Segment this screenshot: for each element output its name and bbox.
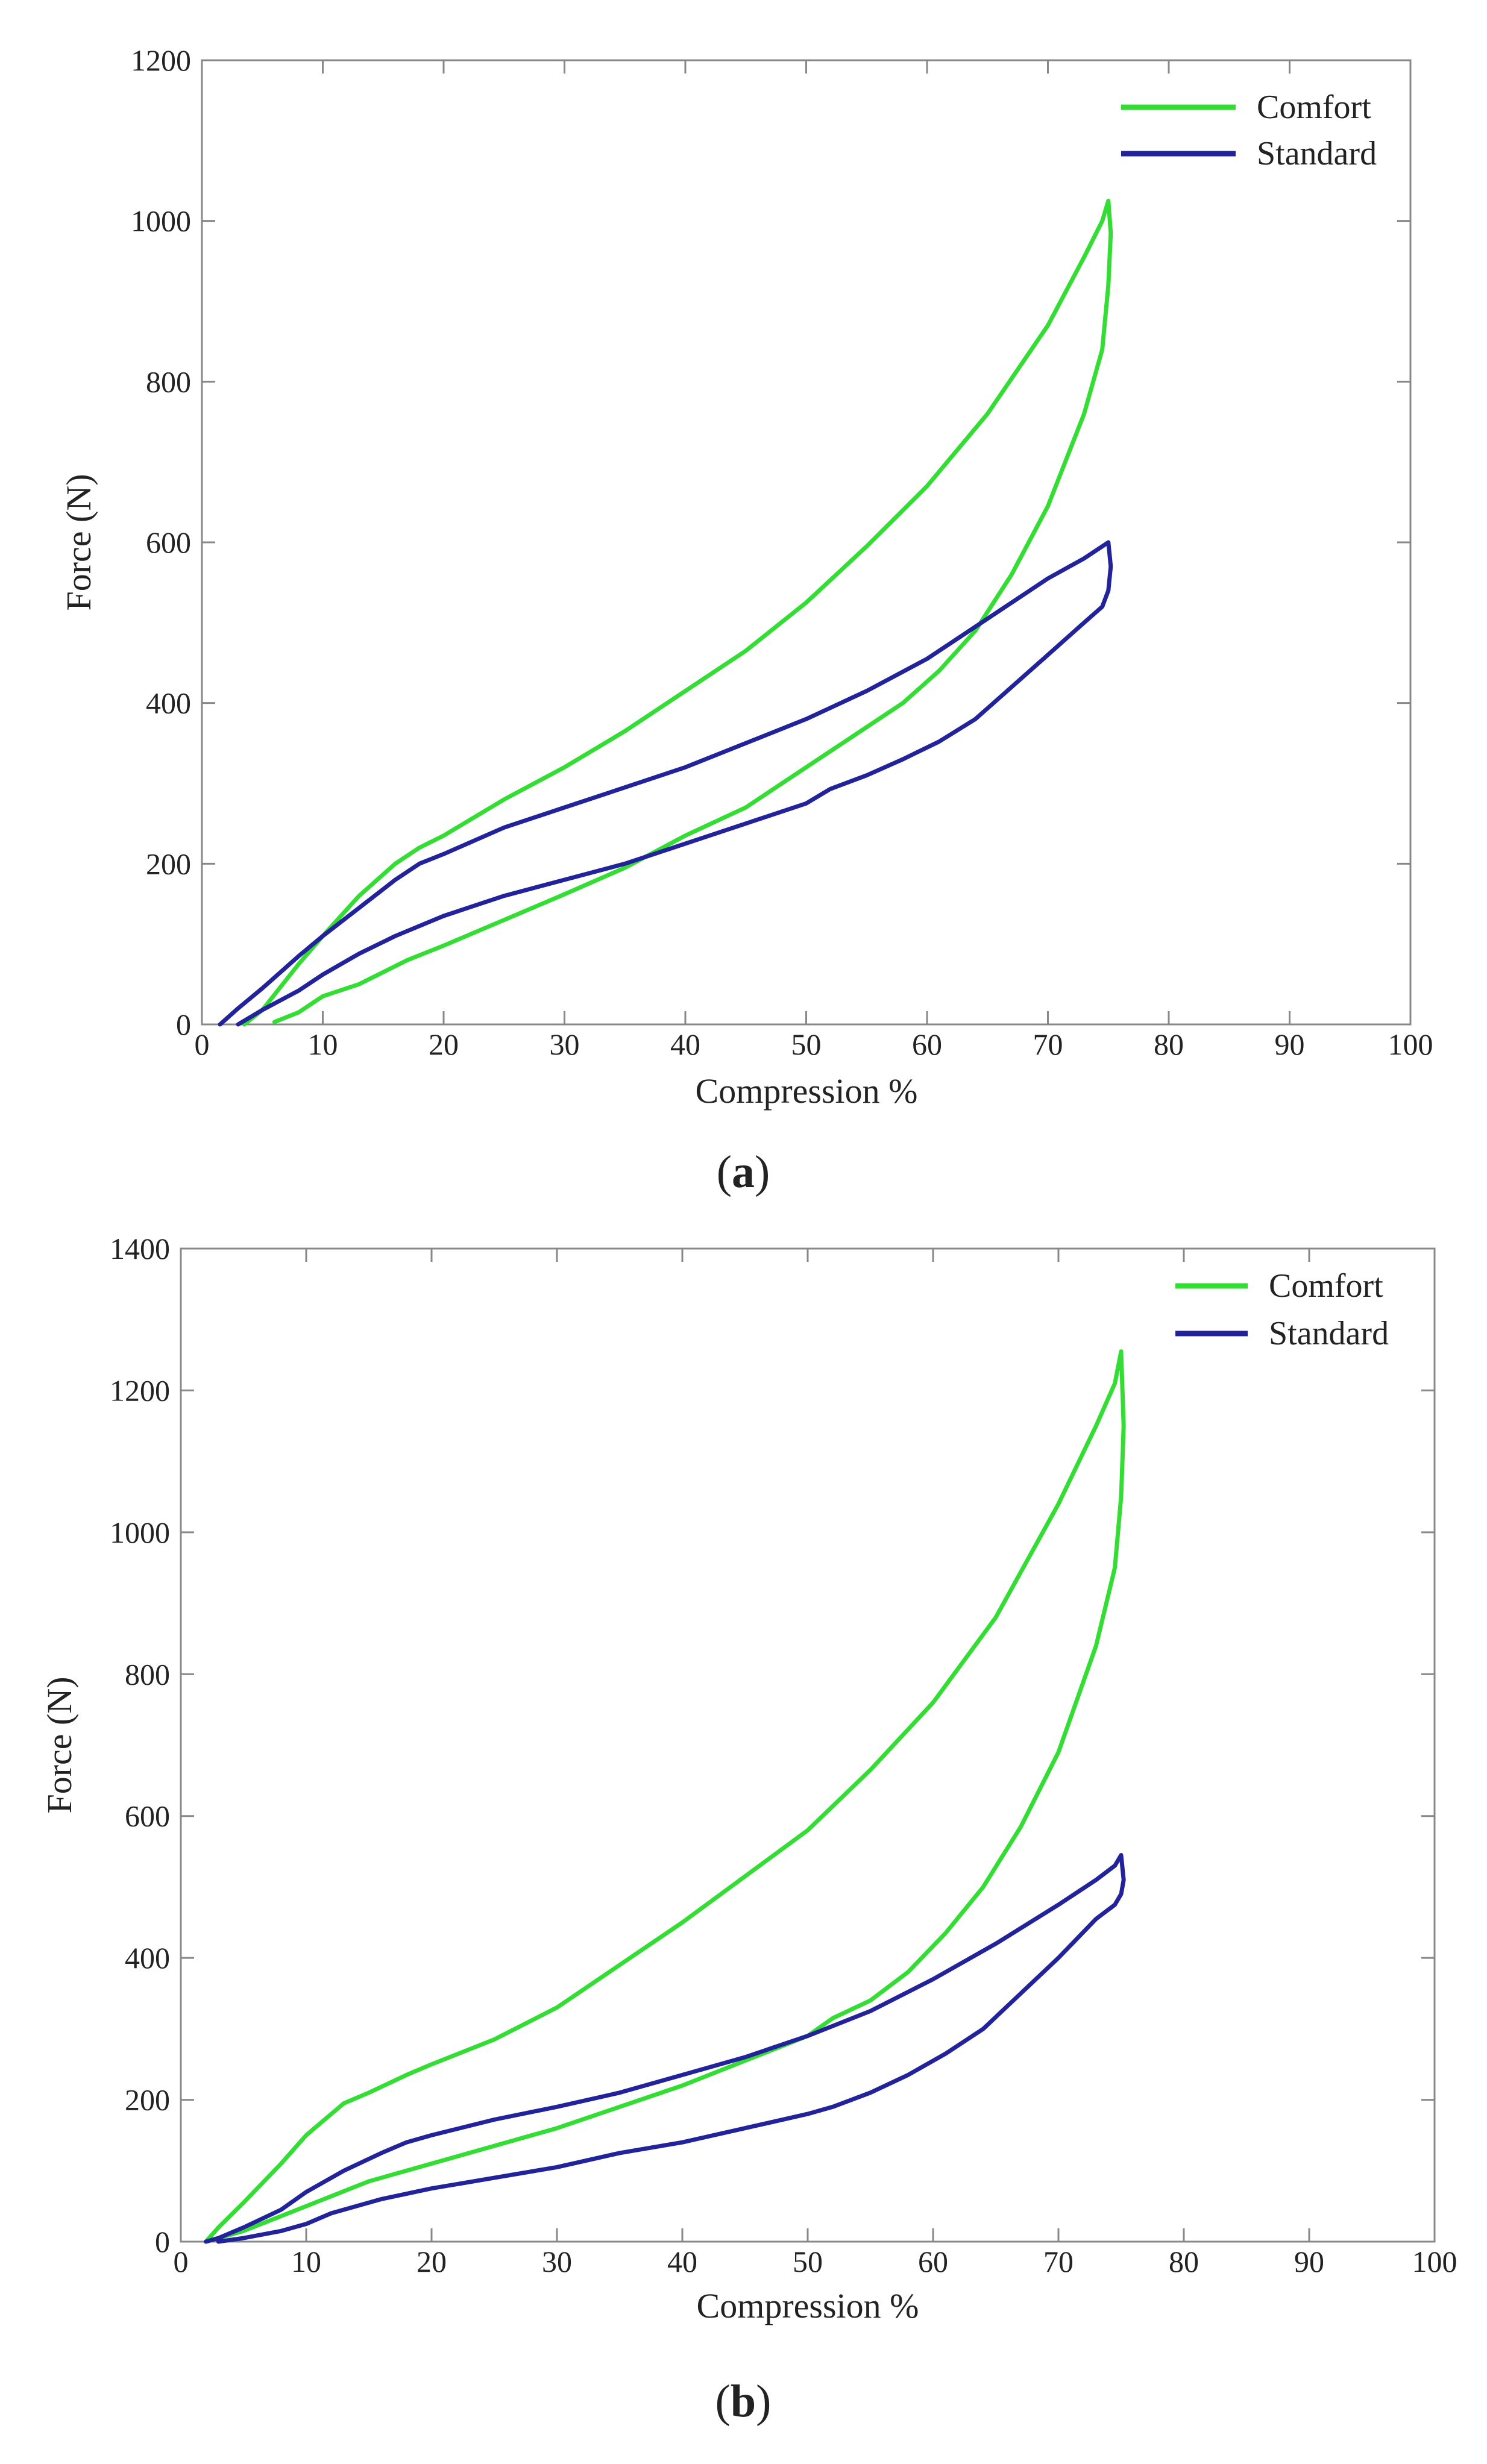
y-tick-labels-b: 0 200 400 600 800 1000 1200 1400 — [110, 1232, 170, 2259]
x-tick-label-b-10: 10 — [291, 2245, 321, 2278]
y-axis-title-b: Force (N) — [40, 1676, 79, 1813]
x-tick-label-b-30: 30 — [542, 2245, 572, 2278]
series-lines-a — [218, 198, 1113, 1027]
x-tick-label-b-100: 100 — [1412, 2245, 1457, 2278]
x-tick-label-b-50: 50 — [793, 2245, 823, 2278]
series-line-standard-b — [204, 1853, 1126, 2244]
tick-marks-b — [180, 1247, 1436, 2243]
x-tick-labels-a: 0 10 20 30 40 50 60 70 80 90 100 — [195, 1027, 1433, 1061]
chart-panel-b: 0 10 20 30 40 50 60 70 80 90 100 0 200 400 600 800 1000… — [40, 1232, 1457, 2427]
x-tick-label-a-40: 40 — [670, 1027, 700, 1061]
legend-a: Comfort Standard — [1121, 89, 1377, 172]
chart-panel-a: 0 10 20 30 40 50 60 70 80 90 100 0 200 400 600 800 1000… — [59, 43, 1433, 1197]
x-tick-labels-b: 0 10 20 30 40 50 60 70 80 90 100 — [174, 2245, 1457, 2278]
x-tick-label-b-40: 40 — [667, 2245, 697, 2278]
series-line-comfort-b — [204, 1349, 1126, 2244]
caption-letter-b: b — [731, 2376, 756, 2427]
y-tick-label-b-1200: 1200 — [110, 1373, 170, 1407]
x-tick-label-a-80: 80 — [1154, 1027, 1184, 1061]
y-tick-label-b-1000: 1000 — [110, 1516, 170, 1549]
x-axis-title-b: Compression % — [697, 2286, 919, 2325]
legend-label-standard-b: Standard — [1269, 1315, 1389, 1352]
x-axis-title-a: Compression % — [696, 1071, 918, 1111]
y-tick-label-a-200: 200 — [146, 847, 191, 880]
x-tick-label-a-90: 90 — [1275, 1027, 1305, 1061]
x-tick-label-a-50: 50 — [791, 1027, 822, 1061]
y-tick-label-a-1200: 1200 — [131, 43, 191, 77]
caption-b: (b) — [715, 2376, 772, 2427]
y-tick-label-b-200: 200 — [125, 2083, 170, 2117]
caption-letter-a: a — [732, 1147, 755, 1197]
legend-label-comfort-a: Comfort — [1257, 89, 1371, 126]
legend-label-standard-a: Standard — [1257, 135, 1377, 172]
y-tick-label-b-800: 800 — [125, 1657, 170, 1691]
y-tick-label-b-1400: 1400 — [110, 1232, 170, 1265]
x-tick-label-b-80: 80 — [1169, 2245, 1199, 2278]
x-tick-label-a-30: 30 — [550, 1027, 580, 1061]
y-tick-label-a-400: 400 — [146, 686, 191, 720]
legend-b: Comfort Standard — [1175, 1267, 1389, 1352]
y-axis-title-a: Force (N) — [59, 474, 98, 610]
series-lines-b — [204, 1349, 1126, 2244]
x-tick-label-a-100: 100 — [1388, 1027, 1433, 1061]
x-tick-label-a-20: 20 — [429, 1027, 459, 1061]
y-tick-label-a-800: 800 — [146, 365, 191, 398]
series-line-standard-a — [218, 540, 1113, 1027]
x-tick-label-b-90: 90 — [1294, 2245, 1324, 2278]
caption-a: (a) — [717, 1147, 770, 1197]
y-tick-label-a-1000: 1000 — [131, 204, 191, 238]
y-tick-labels-a: 0 200 400 600 800 1000 1200 — [131, 43, 191, 1041]
x-tick-label-a-70: 70 — [1033, 1027, 1063, 1061]
y-tick-label-b-0: 0 — [155, 2225, 170, 2259]
y-tick-label-b-600: 600 — [125, 1799, 170, 1833]
series-line-comfort-a — [242, 198, 1113, 1027]
y-tick-label-b-400: 400 — [125, 1941, 170, 1975]
x-tick-label-a-10: 10 — [308, 1027, 338, 1061]
y-tick-label-a-0: 0 — [176, 1008, 191, 1041]
tick-marks-a — [201, 59, 1412, 1026]
x-tick-label-b-0: 0 — [174, 2245, 189, 2278]
x-tick-label-b-20: 20 — [417, 2245, 447, 2278]
x-tick-label-b-60: 60 — [918, 2245, 948, 2278]
x-tick-label-a-60: 60 — [912, 1027, 942, 1061]
x-tick-label-a-0: 0 — [195, 1027, 210, 1061]
y-tick-label-a-600: 600 — [146, 525, 191, 559]
x-tick-label-b-70: 70 — [1043, 2245, 1074, 2278]
legend-label-comfort-b: Comfort — [1269, 1267, 1383, 1305]
